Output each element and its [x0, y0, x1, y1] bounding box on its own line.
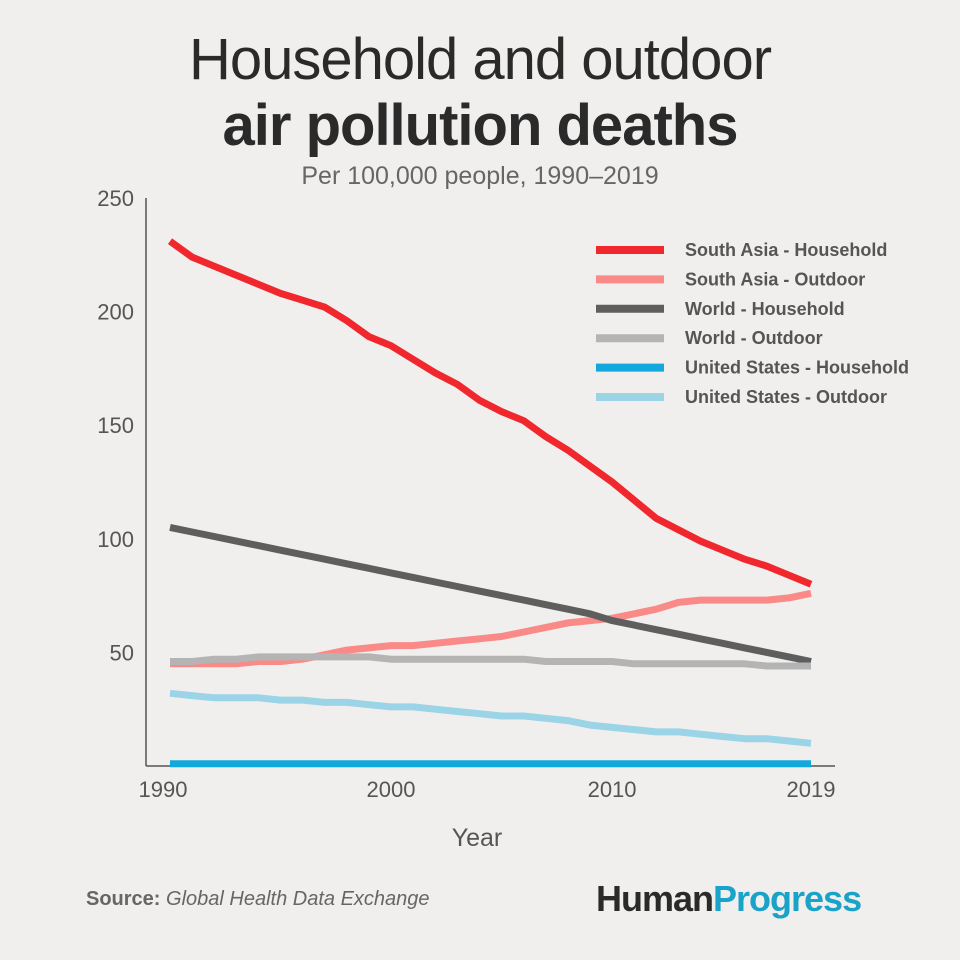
x-tick-label: 2000 [367, 777, 416, 802]
series-line-2 [169, 523, 812, 665]
legend-label: World - Household [685, 299, 845, 319]
x-axis-label: Year [452, 824, 503, 852]
source-label: Source: [86, 888, 161, 910]
y-tick-label: 250 [97, 186, 134, 211]
x-tick-label: 1990 [139, 777, 188, 802]
brand-logo: HumanProgress [596, 878, 862, 920]
y-tick-label: 200 [97, 300, 134, 325]
series-line-5 [169, 689, 812, 747]
y-tick-label: 100 [97, 527, 134, 552]
series-line-1 [170, 589, 812, 668]
y-tick-label: 50 [110, 640, 134, 665]
y-tick-label: 150 [97, 413, 134, 438]
chart-title-line2: air pollution deaths [222, 93, 739, 158]
x-tick-label: 2010 [588, 777, 637, 802]
chart-title-line1: Household and outdoor [188, 27, 772, 92]
series-line-0 [167, 238, 813, 588]
source-text: Global Health Data Exchange [166, 888, 430, 910]
brand-part1: Human [596, 878, 714, 919]
source-note: Source: Global Health Data Exchange [86, 888, 430, 911]
series-line-3 [170, 653, 811, 670]
legend-label: World - Outdoor [685, 328, 823, 348]
legend-label: South Asia - Household [685, 240, 887, 260]
legend-label: United States - Household [685, 358, 909, 378]
chart-subtitle: Per 100,000 people, 1990–2019 [301, 162, 659, 190]
x-tick-label: 2019 [787, 777, 836, 802]
brand-part2: Progress [713, 878, 862, 919]
legend-label: South Asia - Outdoor [685, 269, 865, 289]
legend-label: United States - Outdoor [685, 387, 887, 407]
